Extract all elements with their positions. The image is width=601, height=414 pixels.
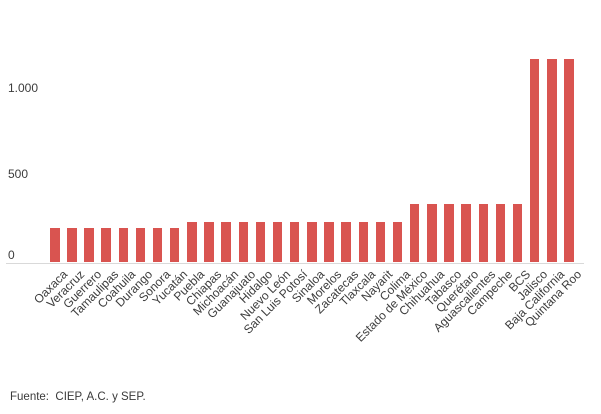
bar xyxy=(307,222,317,262)
bar xyxy=(427,203,437,262)
y-axis-tick-label: 1.000 xyxy=(8,81,39,95)
bar xyxy=(238,222,249,262)
bar xyxy=(512,203,523,262)
x-axis-line xyxy=(6,263,584,264)
bar xyxy=(84,227,94,262)
y-axis-tick-label: 500 xyxy=(8,167,29,181)
bar xyxy=(118,227,129,262)
bar xyxy=(67,227,77,262)
bar xyxy=(50,227,60,262)
bar xyxy=(529,59,540,262)
bar xyxy=(255,222,266,262)
bar xyxy=(289,222,300,262)
bar xyxy=(461,203,471,262)
bar xyxy=(272,222,283,262)
bar xyxy=(341,222,351,262)
bar xyxy=(564,59,574,262)
bar xyxy=(135,227,146,262)
bar xyxy=(478,203,488,262)
bar xyxy=(169,227,180,262)
y-axis-tick-label: 0 xyxy=(8,248,15,262)
bar xyxy=(409,203,420,262)
bar xyxy=(495,203,506,262)
bar xyxy=(152,227,163,262)
bar xyxy=(358,222,369,262)
bar xyxy=(221,222,231,262)
bar xyxy=(375,222,386,262)
bar xyxy=(204,222,214,262)
bar xyxy=(324,222,334,262)
bar xyxy=(392,222,403,262)
bar xyxy=(444,203,454,262)
source-note: Fuente: CIEP, A.C. y SEP. xyxy=(10,391,146,403)
bar xyxy=(101,227,111,262)
bar xyxy=(187,222,197,262)
bar xyxy=(547,59,557,262)
